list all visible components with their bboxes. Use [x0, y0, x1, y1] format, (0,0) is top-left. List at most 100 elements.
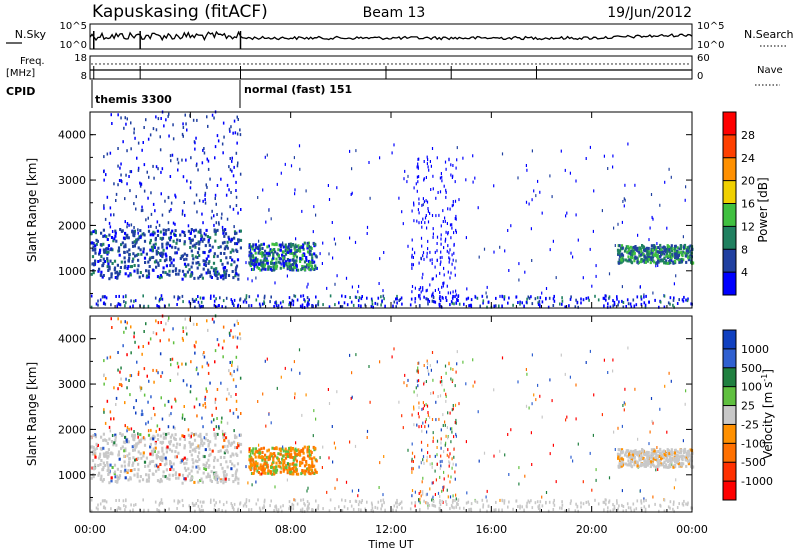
power-cell: [199, 305, 201, 309]
power-cell: [196, 251, 200, 255]
power-cell: [282, 250, 285, 254]
velocity-cell: [681, 454, 685, 458]
power-cell: [331, 221, 333, 224]
velocity-cell: [213, 459, 216, 463]
power-cell: [440, 233, 442, 237]
power-cell: [165, 264, 168, 268]
velocity-cell: [439, 460, 441, 464]
velocity-cell: [192, 322, 195, 326]
power-cell: [235, 231, 238, 235]
power-cell: [417, 162, 419, 166]
power-cell: [159, 135, 161, 139]
velocity-cell: [240, 412, 242, 415]
velocity-cell: [426, 359, 428, 363]
velocity-cell: [111, 466, 114, 469]
velocity-cell: [209, 500, 212, 504]
power-cell: [639, 246, 642, 250]
power-cell: [203, 232, 206, 236]
velocity-cell: [263, 469, 266, 473]
velocity-cell: [336, 478, 338, 482]
velocity-cell: [292, 456, 295, 459]
velocity-cell: [173, 499, 176, 503]
velocity-cell: [90, 436, 93, 440]
power-cell: [223, 247, 226, 251]
power-cell: [218, 304, 220, 307]
velocity-cell: [160, 374, 162, 378]
power-cell: [158, 223, 161, 227]
power-cell: [267, 265, 270, 269]
velocity-cell: [512, 507, 514, 511]
velocity-cell: [669, 506, 671, 510]
power-cell: [294, 188, 296, 192]
power-cell: [108, 277, 111, 281]
power-cell: [274, 301, 276, 305]
power-cell: [208, 260, 211, 264]
velocity-cell: [254, 447, 257, 451]
power-cell: [553, 294, 555, 298]
velocity-cell: [170, 405, 173, 409]
velocity-colorbar-tick-label: -25: [741, 418, 759, 431]
velocity-cell: [106, 454, 109, 458]
power-cell: [131, 259, 134, 263]
velocity-cell: [419, 497, 421, 501]
velocity-cell: [308, 502, 310, 506]
velocity-cell: [354, 444, 357, 448]
power-cell: [653, 260, 656, 264]
power-cell: [165, 258, 168, 262]
velocity-cell: [126, 426, 129, 429]
power-cell: [608, 295, 611, 299]
power-cell: [526, 168, 528, 172]
velocity-cell: [284, 453, 287, 456]
power-cell: [292, 265, 295, 269]
power-cell: [669, 302, 671, 306]
power-cell: [470, 304, 473, 308]
power-cell: [291, 243, 294, 247]
velocity-cell: [306, 505, 309, 509]
velocity-cell: [198, 507, 201, 511]
power-cell: [685, 298, 687, 302]
power-cell: [191, 297, 194, 301]
velocity-cell: [449, 480, 451, 484]
power-cell: [104, 295, 106, 299]
power-cell: [198, 199, 201, 203]
power-cell: [452, 164, 454, 167]
velocity-cell: [630, 455, 633, 459]
velocity-cell: [395, 501, 397, 505]
power-cell: [669, 296, 672, 300]
velocity-cell: [143, 330, 145, 333]
velocity-cell: [155, 464, 158, 468]
velocity-cell: [646, 459, 649, 463]
velocity-cell: [236, 319, 238, 323]
power-cell: [334, 303, 336, 307]
power-cell: [215, 274, 218, 278]
velocity-cell: [174, 455, 177, 459]
power-cell: [257, 196, 259, 199]
power-cell: [155, 252, 158, 256]
velocity-cell: [202, 500, 204, 504]
power-cell: [275, 304, 278, 308]
power-cell: [237, 211, 239, 215]
power-cell: [139, 235, 142, 239]
velocity-cell: [327, 388, 329, 391]
power-cell: [116, 304, 118, 308]
power-cell: [667, 301, 670, 305]
power-colorbar-swatch: [723, 272, 736, 295]
power-cell: [629, 258, 632, 262]
power-cell: [655, 264, 657, 268]
power-cell: [680, 259, 684, 263]
power-cell: [115, 295, 117, 298]
power-cell: [633, 251, 636, 255]
power-cell: [270, 295, 272, 299]
power-cell: [222, 231, 225, 235]
velocity-cell: [168, 440, 171, 444]
power-cell: [157, 117, 160, 121]
velocity-cell: [256, 462, 259, 466]
velocity-cell: [637, 465, 640, 469]
velocity-cell: [156, 508, 158, 512]
power-cell: [197, 230, 200, 234]
velocity-cell: [673, 486, 675, 490]
velocity-cell: [652, 457, 655, 461]
velocity-cell: [119, 470, 122, 473]
